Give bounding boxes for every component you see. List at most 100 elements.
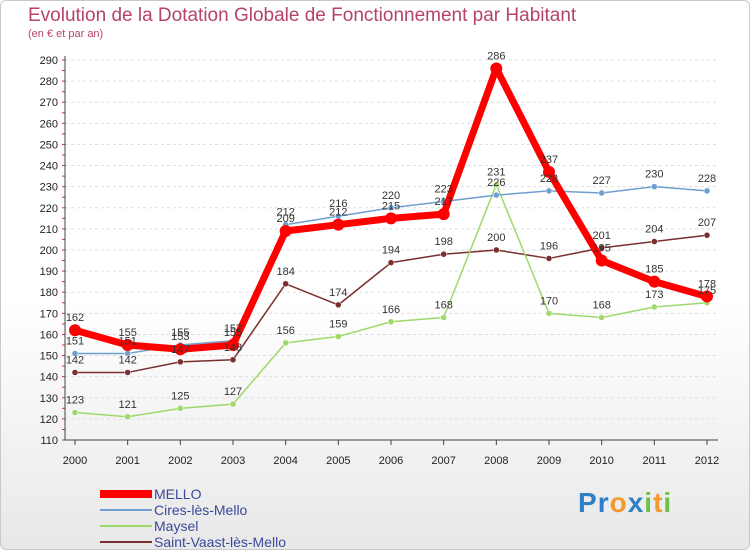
legend-label: Saint-Vaast-lès-Mello xyxy=(154,534,287,550)
data-point xyxy=(387,204,395,212)
data-point xyxy=(598,189,605,197)
legend-label: Maysel xyxy=(154,518,199,534)
x-tick-label: 2011 xyxy=(643,455,667,467)
data-point xyxy=(493,246,500,254)
data-point xyxy=(437,208,450,221)
y-tick-label: 170 xyxy=(40,308,58,320)
data-label: 231 xyxy=(487,167,505,179)
data-label: 184 xyxy=(276,266,294,278)
data-point xyxy=(701,290,713,303)
legend-swatch xyxy=(100,525,152,527)
data-point xyxy=(648,275,661,288)
legend-label: Cires-lès-Mello xyxy=(154,502,248,518)
data-point xyxy=(124,413,131,421)
data-label: 201 xyxy=(592,230,610,242)
x-tick-label: 2003 xyxy=(221,455,245,467)
data-label: 226 xyxy=(487,177,505,189)
brand-letter: P xyxy=(578,487,598,518)
x-tick-label: 2012 xyxy=(695,455,719,467)
data-label: 123 xyxy=(66,395,84,407)
data-label: 228 xyxy=(698,173,716,185)
data-point xyxy=(335,333,342,340)
data-label: 156 xyxy=(276,325,294,337)
data-label: 142 xyxy=(66,354,84,366)
y-tick-label: 140 xyxy=(40,372,58,384)
proxiti-logo: Proxiti xyxy=(578,487,672,519)
brand-letter: i xyxy=(663,487,673,518)
y-tick-label: 270 xyxy=(40,97,58,109)
data-label: 185 xyxy=(645,264,663,276)
data-label: 237 xyxy=(540,154,558,166)
brand-letter: i xyxy=(644,487,654,518)
brand-letter: x xyxy=(627,487,645,518)
data-point xyxy=(71,369,79,376)
data-point xyxy=(177,405,184,412)
chart-subtitle: (en € et par an) xyxy=(28,28,104,40)
data-label: 228 xyxy=(540,173,558,185)
data-label: 215 xyxy=(382,200,400,212)
data-label: 223 xyxy=(434,183,452,195)
data-point xyxy=(227,339,239,351)
data-label: 209 xyxy=(276,213,294,225)
data-label: 148 xyxy=(224,342,242,354)
y-tick-label: 280 xyxy=(40,76,58,88)
y-tick-label: 250 xyxy=(40,139,58,151)
y-tick-label: 200 xyxy=(40,245,58,257)
data-point xyxy=(332,218,345,231)
data-point xyxy=(440,250,447,258)
data-point xyxy=(493,181,500,188)
data-point xyxy=(545,255,553,262)
y-tick-label: 150 xyxy=(40,351,58,363)
data-label: 166 xyxy=(382,304,400,316)
data-point xyxy=(598,244,605,252)
data-label: 286 xyxy=(487,50,505,62)
data-point xyxy=(335,301,342,309)
data-label: 151 xyxy=(118,335,136,347)
data-label: 162 xyxy=(66,312,84,324)
x-tick-label: 2010 xyxy=(589,455,613,467)
data-label: 173 xyxy=(645,289,663,301)
brand-letter: t xyxy=(653,487,664,518)
data-point xyxy=(229,400,237,408)
legend-label: MELLO xyxy=(154,486,202,502)
x-tick-label: 2004 xyxy=(273,455,297,467)
data-label: 159 xyxy=(329,319,347,331)
data-point xyxy=(279,225,292,237)
data-point xyxy=(545,187,553,195)
data-point xyxy=(543,165,555,178)
x-tick-label: 2002 xyxy=(168,455,192,467)
data-point xyxy=(545,310,553,317)
data-label: 195 xyxy=(592,243,610,255)
data-point xyxy=(651,183,658,190)
y-tick-label: 260 xyxy=(40,118,58,130)
y-tick-label: 130 xyxy=(40,393,58,405)
data-label: 174 xyxy=(329,287,347,299)
data-label: 168 xyxy=(592,300,610,312)
x-tick-label: 2005 xyxy=(326,455,350,467)
x-tick-label: 2008 xyxy=(484,455,508,467)
data-point xyxy=(282,280,289,288)
data-label: 168 xyxy=(434,300,452,312)
data-label: 230 xyxy=(645,169,663,181)
data-point xyxy=(651,238,658,245)
data-point xyxy=(385,212,397,225)
data-label: 155 xyxy=(171,327,189,339)
brand-letter: o xyxy=(609,487,628,518)
data-label: 216 xyxy=(329,198,347,210)
y-tick-label: 220 xyxy=(40,203,58,215)
data-point xyxy=(440,314,447,321)
data-label: 217 xyxy=(434,196,452,208)
data-point xyxy=(651,303,658,311)
data-label: 153 xyxy=(171,331,189,343)
y-tick-label: 120 xyxy=(40,414,58,426)
data-point xyxy=(493,191,500,199)
data-label: 151 xyxy=(66,335,84,347)
y-tick-label: 290 xyxy=(40,55,58,67)
data-label: 127 xyxy=(224,386,242,398)
y-tick-label: 210 xyxy=(40,224,58,236)
legend-swatch xyxy=(100,490,152,498)
data-label: 212 xyxy=(329,207,347,219)
data-point xyxy=(490,62,503,75)
data-point xyxy=(124,369,131,376)
